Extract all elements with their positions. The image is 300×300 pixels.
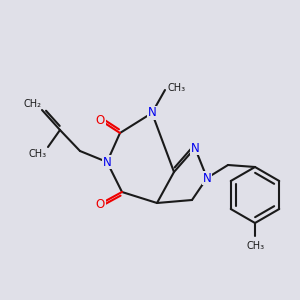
Text: CH₃: CH₃ (29, 149, 47, 159)
Text: O: O (95, 113, 105, 127)
Text: O: O (95, 197, 105, 211)
Text: N: N (190, 142, 200, 154)
Text: CH₂: CH₂ (23, 99, 41, 109)
Text: N: N (103, 155, 111, 169)
Text: CH₃: CH₃ (168, 83, 186, 93)
Text: N: N (148, 106, 156, 119)
Text: N: N (202, 172, 211, 184)
Text: CH₃: CH₃ (247, 241, 265, 251)
